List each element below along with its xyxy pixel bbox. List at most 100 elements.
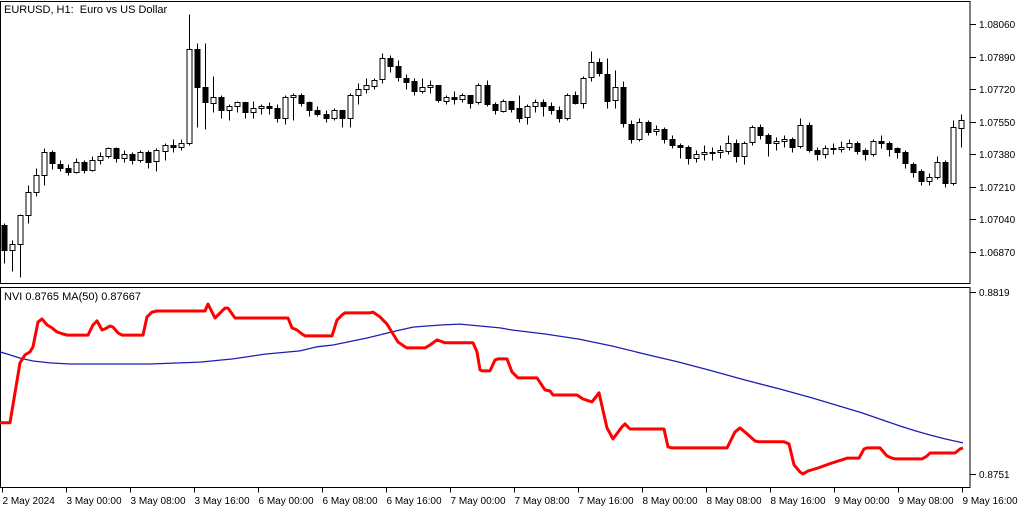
candle-body-bear[interactable] <box>387 58 394 67</box>
candle-body-bear[interactable] <box>65 168 72 173</box>
candle[interactable] <box>612 70 619 109</box>
candle[interactable] <box>910 162 917 178</box>
candle-body-bull[interactable] <box>355 89 362 96</box>
candle[interactable] <box>508 101 515 113</box>
candle[interactable] <box>669 135 676 149</box>
candle-body-bull[interactable] <box>73 162 80 173</box>
candle[interactable] <box>677 143 684 159</box>
candle-body-bear[interactable] <box>339 110 346 119</box>
candle-body-bull[interactable] <box>830 148 837 150</box>
candle-body-bull[interactable] <box>701 152 708 155</box>
candle[interactable] <box>339 110 346 128</box>
candle-body-bear[interactable] <box>942 162 949 184</box>
candle[interactable] <box>202 43 209 130</box>
candle[interactable] <box>242 102 249 119</box>
candle[interactable] <box>153 148 160 172</box>
candle[interactable] <box>540 99 547 117</box>
candle-body-bear[interactable] <box>411 81 418 92</box>
candle[interactable] <box>218 95 225 119</box>
candle-body-bull[interactable] <box>210 97 217 104</box>
candle-body-bear[interactable] <box>242 102 249 113</box>
candle-body-bear[interactable] <box>145 152 152 163</box>
candle[interactable] <box>113 147 120 163</box>
candle[interactable] <box>653 125 660 136</box>
candle[interactable] <box>25 185 32 224</box>
candle[interactable] <box>596 58 603 77</box>
candle[interactable] <box>17 214 24 278</box>
candle[interactable] <box>500 99 507 113</box>
candle[interactable] <box>693 150 700 163</box>
candle[interactable] <box>33 168 40 197</box>
candle[interactable] <box>870 139 877 157</box>
panel-splitter[interactable] <box>0 284 971 287</box>
candle[interactable] <box>290 93 297 121</box>
candle[interactable] <box>331 108 338 121</box>
candle-body-bear[interactable] <box>806 125 813 151</box>
candle-body-bull[interactable] <box>258 106 265 109</box>
candle[interactable] <box>588 51 595 82</box>
candle-body-bear[interactable] <box>298 95 305 104</box>
candle-body-bull[interactable] <box>926 177 933 182</box>
candle[interactable] <box>411 78 418 96</box>
candle[interactable] <box>854 141 861 155</box>
candle[interactable] <box>314 106 321 117</box>
candle-body-bull[interactable] <box>25 192 32 216</box>
candle[interactable] <box>789 137 796 153</box>
candle[interactable] <box>645 120 652 136</box>
candle-body-bear[interactable] <box>194 49 201 88</box>
candle[interactable] <box>194 43 201 128</box>
candle[interactable] <box>902 150 909 169</box>
candle[interactable] <box>258 104 265 115</box>
candle-body-bear[interactable] <box>81 162 88 171</box>
candle[interactable] <box>741 141 748 165</box>
candle[interactable] <box>725 135 732 155</box>
candle-body-bull[interactable] <box>9 244 16 251</box>
candle-body-bull[interactable] <box>653 129 660 132</box>
candle[interactable] <box>427 80 434 94</box>
candle-body-bull[interactable] <box>773 141 780 144</box>
candle-body-bull[interactable] <box>226 106 233 111</box>
candle-body-bear[interactable] <box>854 143 861 152</box>
candle[interactable] <box>451 91 458 105</box>
candle-body-bear[interactable] <box>886 143 893 150</box>
candle[interactable] <box>435 85 442 103</box>
candle-body-bear[interactable] <box>484 85 491 105</box>
candle-body-bull[interactable] <box>162 145 169 152</box>
candle[interactable] <box>532 99 539 113</box>
candle[interactable] <box>395 60 402 82</box>
candle-body-bear[interactable] <box>395 66 402 78</box>
candle-body-bear[interactable] <box>910 164 917 173</box>
candle[interactable] <box>806 122 813 153</box>
candle-body-bull[interactable] <box>588 62 595 78</box>
candle[interactable] <box>226 104 233 121</box>
candle[interactable] <box>886 141 893 157</box>
candle-body-bear[interactable] <box>677 145 684 148</box>
candle[interactable] <box>846 139 853 151</box>
candle-body-bull[interactable] <box>612 87 619 101</box>
candle-body-bear[interactable] <box>218 97 225 111</box>
candle[interactable] <box>661 127 668 144</box>
candle-body-bull[interactable] <box>500 101 507 112</box>
candle-body-bear[interactable] <box>918 171 925 182</box>
candle-body-bear[interactable] <box>314 110 321 115</box>
candle-body-bear[interactable] <box>516 108 523 119</box>
candle[interactable] <box>145 150 152 169</box>
candle[interactable] <box>347 93 354 128</box>
candle[interactable] <box>306 101 313 117</box>
candle[interactable] <box>765 133 772 157</box>
candle-body-bear[interactable] <box>113 148 120 159</box>
candle[interactable] <box>81 160 88 174</box>
candle[interactable] <box>749 125 756 146</box>
candle-body-bull[interactable] <box>741 143 748 157</box>
candle-body-bear[interactable] <box>306 102 313 111</box>
candlestick-series[interactable] <box>1 14 965 278</box>
candle[interactable] <box>862 148 869 161</box>
candle[interactable] <box>467 95 474 109</box>
candle[interactable] <box>878 135 885 149</box>
nvi-line-layer[interactable] <box>0 302 964 476</box>
candle-body-bull[interactable] <box>524 106 531 118</box>
candle-body-bull[interactable] <box>97 156 104 161</box>
candle[interactable] <box>894 147 901 159</box>
candle-body-bear[interactable] <box>685 147 692 159</box>
candle-body-bear[interactable] <box>548 106 555 111</box>
